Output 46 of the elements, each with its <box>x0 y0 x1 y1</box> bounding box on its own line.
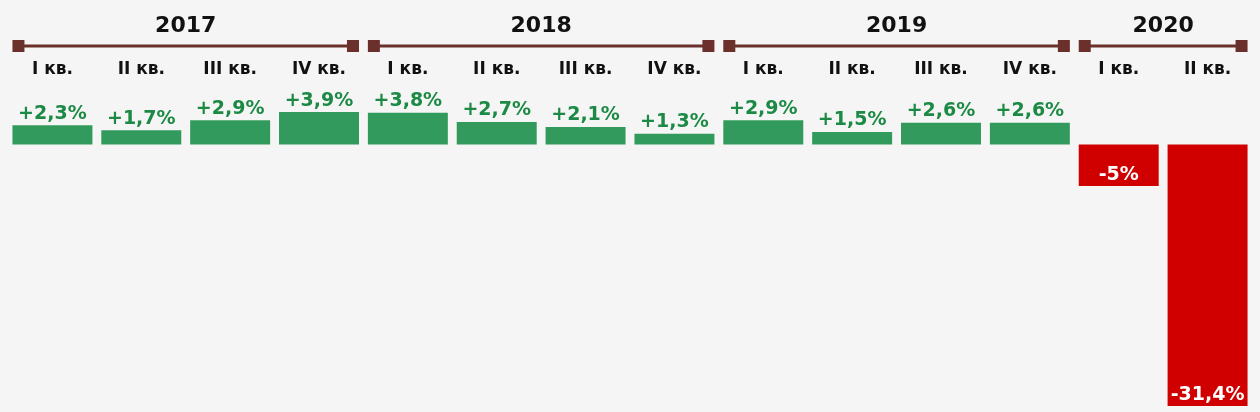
bar <box>12 125 93 145</box>
data-label: +1,3% <box>640 109 709 132</box>
bar <box>456 121 537 145</box>
data-label: +3,9% <box>284 87 354 110</box>
x-tick-label: I кв. <box>387 57 429 78</box>
x-tick-label: II кв. <box>828 57 876 78</box>
x-tick-label: IV кв. <box>647 57 702 78</box>
data-label: +2,9% <box>195 95 265 118</box>
text: 2019 <box>865 12 928 37</box>
data-label: +2,1% <box>551 102 620 125</box>
x-tick-label: III кв. <box>203 57 257 78</box>
bar <box>723 120 804 145</box>
data-label: +2,7% <box>462 97 532 120</box>
data-label: +2,6% <box>995 98 1065 121</box>
data-label: +1,5% <box>817 107 887 130</box>
x-tick-label: III кв. <box>558 57 613 78</box>
bar <box>812 131 893 145</box>
x-tick-label: II кв. <box>117 57 165 78</box>
bar <box>901 122 981 145</box>
bar <box>101 130 182 145</box>
x-tick-label: I кв. <box>1098 57 1140 78</box>
data-label: +2,9% <box>728 95 798 118</box>
x-tick-label: I кв. <box>742 57 784 78</box>
data-label: +2,3% <box>18 100 87 123</box>
text: 2018 <box>510 12 572 37</box>
bar <box>545 126 626 145</box>
bar <box>634 133 715 145</box>
x-tick-label: IV кв. <box>1002 57 1057 78</box>
x-tick-label: II кв. <box>1183 57 1232 78</box>
bar <box>190 120 271 145</box>
data-label: +1,7% <box>106 105 176 128</box>
text: 2017 <box>155 12 217 37</box>
x-tick-label: II кв. <box>473 57 521 78</box>
data-label: +3,8% <box>373 88 443 111</box>
x-tick-label: I кв. <box>31 57 73 78</box>
bar <box>1167 144 1248 406</box>
bar <box>279 112 359 145</box>
data-label: -5% <box>1098 161 1139 184</box>
bar <box>1078 144 1159 187</box>
data-label: +2,6% <box>906 98 976 121</box>
x-tick-label: IV кв. <box>291 57 347 78</box>
text: 2020 <box>1132 12 1194 37</box>
bar <box>367 112 448 145</box>
x-tick-label: III кв. <box>914 57 968 78</box>
bar <box>989 122 1070 145</box>
data-label: -31,4% <box>1170 381 1245 404</box>
